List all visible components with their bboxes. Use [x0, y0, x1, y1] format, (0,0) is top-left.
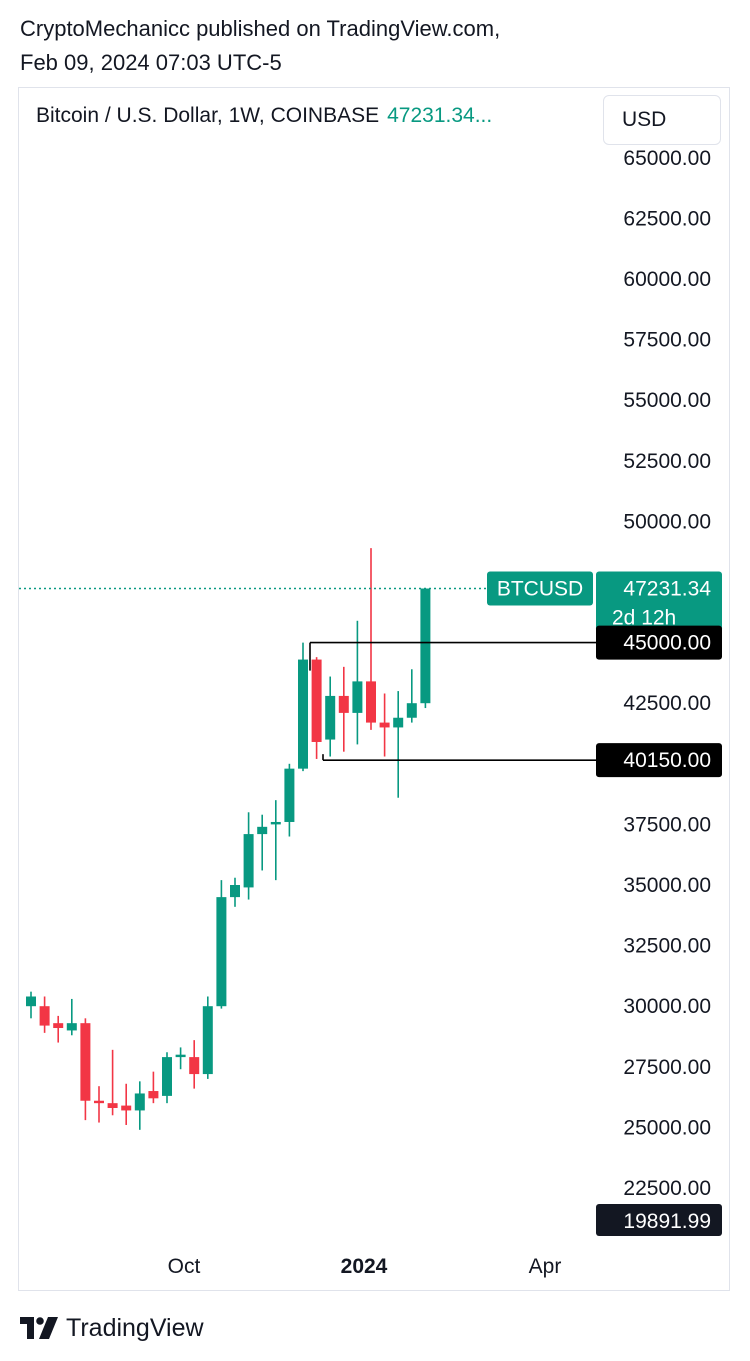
symbol-name: Bitcoin / U.S. Dollar, 1W, COINBASE — [36, 104, 380, 127]
candle-body[interactable] — [325, 695, 336, 740]
candle-body[interactable] — [366, 681, 376, 723]
last-price-tag — [596, 571, 722, 632]
x-tick-label: Apr — [529, 1255, 562, 1278]
candle-body[interactable] — [284, 768, 295, 822]
candle-body[interactable] — [107, 1103, 118, 1109]
tradingview-brand: TradingView — [66, 1313, 204, 1342]
candle-body[interactable] — [53, 1023, 64, 1029]
y-tick-label: 52500.00 — [623, 450, 711, 473]
candle-body[interactable] — [66, 1023, 77, 1031]
tradingview-logo-icon — [20, 1317, 58, 1339]
candle-body[interactable] — [311, 659, 322, 742]
candle-body[interactable] — [26, 996, 36, 1007]
candle-body[interactable] — [420, 588, 431, 704]
last-price-label: 47231.34 — [623, 578, 711, 601]
candle-body[interactable] — [243, 834, 254, 888]
candle-body[interactable] — [406, 703, 417, 718]
candle-body[interactable] — [352, 681, 363, 713]
x-tick-label: Oct — [168, 1255, 201, 1278]
bottom-price-tag — [596, 1204, 722, 1236]
symbol-info: Bitcoin / U.S. Dollar, 1W, COINBASE 47231… — [36, 104, 492, 128]
candle-body[interactable] — [134, 1093, 145, 1111]
level-price-tag — [596, 743, 722, 778]
candle-body[interactable] — [298, 659, 308, 769]
candle-body[interactable] — [379, 722, 390, 728]
candle-body[interactable] — [216, 897, 227, 1007]
y-tick-label: 37500.00 — [623, 813, 711, 836]
y-tick-label: 25000.00 — [623, 1116, 711, 1139]
symbol-price: 47231.34... — [387, 104, 493, 127]
x-tick-label: 2024 — [341, 1255, 388, 1278]
y-tick-label: 55000.00 — [623, 389, 711, 412]
y-tick-label: 60000.00 — [623, 268, 711, 291]
candle-body[interactable] — [189, 1057, 200, 1075]
y-tick-label: 32500.00 — [623, 935, 711, 958]
tradingview-logo: TradingView — [20, 1312, 204, 1344]
bottom-price-label: 19891.99 — [623, 1210, 711, 1233]
candle-body[interactable] — [270, 821, 281, 825]
candle-body[interactable] — [148, 1091, 159, 1099]
y-tick-label: 22500.00 — [623, 1177, 711, 1200]
y-tick-label: 27500.00 — [623, 1056, 711, 1079]
candle-body[interactable] — [230, 885, 240, 898]
candle-body[interactable] — [175, 1054, 186, 1058]
publisher-line: CryptoMechanicc published on TradingView… — [20, 16, 501, 41]
candle-body[interactable] — [94, 1100, 104, 1104]
symbol-tag-label: BTCUSD — [497, 578, 583, 601]
symbol-tag — [487, 571, 593, 606]
candle-body[interactable] — [162, 1057, 172, 1096]
y-tick-label: 50000.00 — [623, 510, 711, 533]
candle-body[interactable] — [121, 1105, 132, 1111]
level-price-label: 40150.00 — [623, 749, 711, 772]
y-tick-label: 30000.00 — [623, 995, 711, 1018]
candle-body[interactable] — [202, 1006, 213, 1075]
y-tick-label: 42500.00 — [623, 692, 711, 715]
y-tick-label: 62500.00 — [623, 207, 711, 230]
candle-body[interactable] — [39, 1006, 50, 1026]
publish-date: Feb 09, 2024 07:03 UTC-5 — [20, 50, 282, 75]
y-tick-label: 35000.00 — [623, 874, 711, 897]
candle-body[interactable] — [80, 1023, 91, 1101]
candle-body[interactable] — [257, 826, 268, 835]
y-tick-label: 65000.00 — [623, 147, 711, 170]
candles-group — [26, 548, 431, 1130]
countdown-label: 2d 12h — [612, 607, 676, 630]
level-price-tag — [596, 625, 722, 660]
level-price-label: 45000.00 — [623, 632, 711, 655]
candle-body[interactable] — [338, 695, 349, 713]
candle-body[interactable] — [393, 717, 404, 728]
y-tick-label: 57500.00 — [623, 329, 711, 352]
currency-button[interactable]: USD — [603, 95, 721, 145]
